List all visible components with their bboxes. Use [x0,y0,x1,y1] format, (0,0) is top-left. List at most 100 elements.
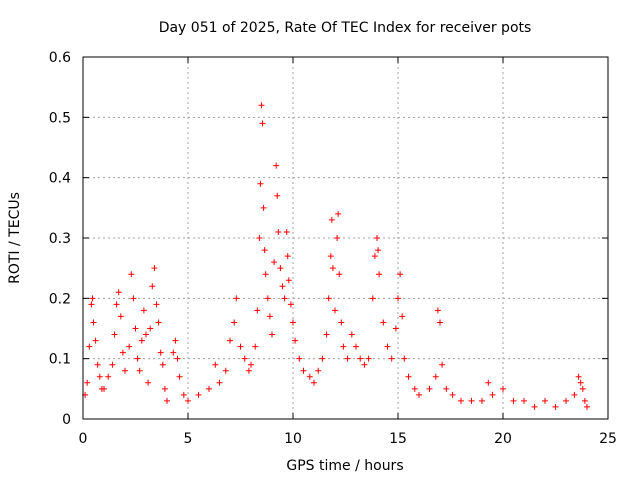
data-point [290,319,296,326]
data-point [405,373,412,380]
data-point [563,397,569,404]
y-tick-label: 0 [62,412,71,428]
data-point [92,337,99,344]
data-point [371,253,378,260]
data-point [170,349,177,356]
data-point [468,397,475,404]
data-point [552,403,559,410]
data-point [94,361,101,368]
data-point [357,355,364,362]
data-point [285,277,292,284]
data-point [279,283,286,290]
data-point [577,379,584,386]
data-point [384,343,391,350]
data-point [489,391,496,398]
x-tick-label: 0 [79,431,88,447]
data-point [571,391,578,398]
data-point [329,265,336,272]
grid-lines [83,57,608,419]
data-point [119,349,126,356]
data-point [328,216,335,223]
data-point [388,355,395,362]
data-point [395,295,401,302]
data-point [248,361,254,368]
data-point [88,301,95,308]
data-point [432,373,439,380]
data-point [300,367,307,374]
data-point [315,367,322,374]
data-point [437,319,443,326]
data-point [262,271,269,278]
y-tick-label: 0.5 [49,110,71,126]
data-point [336,271,343,278]
data-point [105,373,112,380]
data-point [283,228,290,235]
data-point [334,235,341,241]
data-point [449,391,456,398]
data-point [443,385,450,392]
data-point [439,361,446,368]
data-point [399,313,406,320]
y-axis-label: ROTI / TECUs [7,192,23,284]
data-point [325,295,332,302]
axis-ticks [82,56,609,420]
data-point [259,120,266,127]
data-point [269,331,275,338]
data-point [138,337,145,344]
data-point [271,259,278,266]
data-point [575,373,582,380]
data-point [143,331,149,338]
data-point [256,235,263,241]
data-point [348,331,355,338]
data-point [122,367,128,374]
data-point [172,337,179,344]
data-point [275,228,282,235]
data-point [376,271,383,278]
data-point [579,385,586,392]
data-point [111,331,118,338]
y-tick-labels: 0 0.1 0.2 0.3 0.4 0.5 0.6 [49,50,71,428]
data-point [254,307,261,314]
data-point [369,295,376,302]
chart-title: Day 051 of 2025, Rate Of TEC Index for r… [159,20,532,36]
x-tick-label: 25 [599,431,617,447]
data-point [584,403,590,410]
data-point [380,319,387,326]
data-point [237,343,244,350]
data-point [323,331,330,338]
data-point [458,397,464,404]
data-point [257,180,264,187]
y-tick-label: 0.4 [49,171,71,187]
data-point [86,343,93,350]
data-point [130,295,137,302]
data-point [136,367,143,374]
data-point [126,343,133,350]
data-point [338,319,345,326]
data-point [335,210,342,217]
data-point [361,361,368,368]
y-tick-label: 0.2 [49,291,71,307]
x-tick-labels: 0 5 10 15 20 25 [79,431,617,447]
data-point [140,307,147,314]
data-point [109,361,116,368]
data-point [113,301,120,308]
data-point [180,391,187,398]
data-point [258,102,265,109]
data-point [264,295,271,302]
data-point [96,373,103,380]
data-point [426,385,433,392]
data-point [281,295,288,302]
y-tick-label: 0.6 [49,50,71,66]
data-point [311,379,317,386]
data-point [231,319,238,326]
data-point [195,391,202,398]
data-point [84,379,91,386]
data-point [145,379,152,386]
data-point [284,253,291,260]
data-point [500,385,506,392]
data-point [296,355,303,362]
data-point [134,355,141,362]
data-point [260,204,267,211]
data-point [252,343,259,350]
